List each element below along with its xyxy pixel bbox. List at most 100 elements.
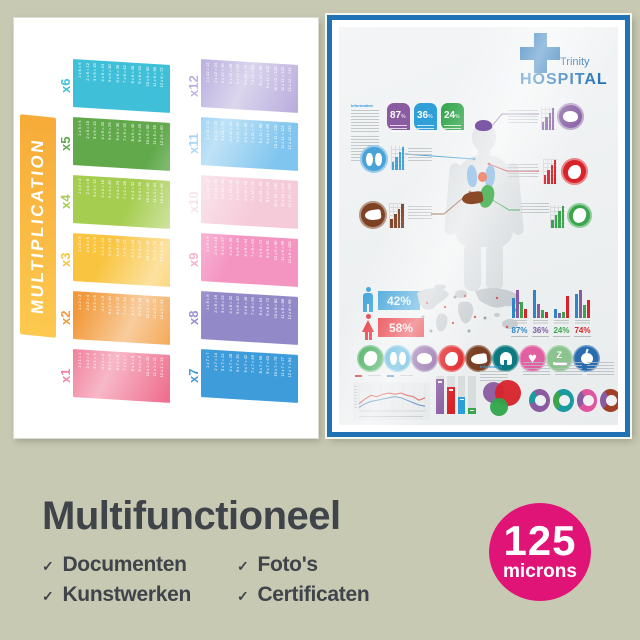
bar-fill — [457, 396, 466, 414]
equation: 12 x 4 = 48 — [159, 183, 165, 204]
lungs-callout-chart — [391, 146, 405, 170]
brain-callout-text — [508, 110, 538, 125]
equation: 5 x 8 = 40 — [235, 296, 241, 315]
donut-charts — [529, 389, 618, 415]
trend-line-chart — [353, 382, 430, 420]
equation: 9 x 7 = 63 — [265, 355, 271, 374]
equation: 10 x 11 = 110 — [272, 124, 278, 149]
equation: 2 x 7 = 14 — [212, 352, 218, 371]
poster-title: MULTIPLICATION — [28, 136, 47, 315]
equation: 6 x 3 = 18 — [114, 238, 120, 257]
equation: 7 x 11 = 77 — [250, 123, 256, 143]
equation: 2 x 5 = 10 — [84, 120, 90, 139]
equation: 3 x 2 = 6 — [92, 295, 98, 311]
equation: 10 x 9 = 90 — [272, 240, 278, 261]
liver-callout-text — [408, 206, 432, 221]
equation: 9 x 2 = 18 — [137, 297, 143, 316]
bar-track — [457, 376, 466, 414]
category-bar-chart — [436, 376, 476, 414]
equation: 9 x 8 = 72 — [265, 297, 271, 316]
stomach-icon — [362, 349, 379, 368]
lungs-icon — [389, 352, 406, 365]
stomach-health-icon — [357, 345, 384, 372]
equation: 7 x 6 = 42 — [122, 65, 128, 84]
placeholder-text — [555, 362, 582, 375]
lungs-callout-icon — [360, 145, 388, 173]
regional-group: 87% — [511, 284, 528, 337]
axis-labels — [354, 386, 357, 410]
equation: 1 x 1 = 1 — [77, 352, 83, 369]
equation: 11 x 2 = 22 — [151, 298, 157, 319]
heart-callout-chart — [543, 159, 557, 184]
equation: 11 x 10 = 110 — [279, 182, 285, 207]
equation: 8 x 12 = 96 — [257, 65, 263, 86]
donut-chart — [529, 389, 550, 412]
regional-bar-groups: 87% 36% 24% 74% — [511, 284, 591, 337]
equation: 5 x 7 = 35 — [235, 354, 241, 373]
equation: 2 x 8 = 16 — [212, 294, 218, 313]
equation: 6 x 6 = 36 — [114, 64, 120, 83]
table-label: x6 — [58, 78, 73, 94]
feature-item: ✓ Kunstwerken — [42, 583, 191, 607]
legend-swatch-blue — [387, 375, 394, 377]
equation: 8 x 6 = 48 — [129, 65, 135, 84]
equation: 6 x 1 = 6 — [114, 354, 120, 371]
thickness-value: 125 — [503, 517, 577, 565]
donut-chart — [552, 389, 574, 412]
page-title: Multifunctioneel — [42, 494, 341, 538]
placeholder-text — [533, 320, 548, 325]
information-label: Information — [480, 364, 502, 369]
equation: 12 x 9 = 108 — [287, 241, 293, 264]
check-icon: ✓ — [42, 557, 54, 574]
hospital-poster: Trinity HOSPITAL Information 87% 36% 24% — [327, 15, 630, 437]
equation: 11 x 1 = 11 — [151, 356, 157, 377]
equation: 10 x 12 = 120 — [272, 66, 278, 92]
equation: 8 x 8 = 64 — [257, 297, 263, 316]
table-label: x11 — [186, 133, 201, 155]
equation: 2 x 6 = 12 — [84, 62, 90, 81]
equation: 9 x 5 = 45 — [137, 123, 143, 142]
liver-callout-icon — [359, 201, 387, 229]
equation: 4 x 10 = 40 — [227, 179, 233, 200]
equation: 7 x 4 = 28 — [122, 181, 128, 200]
equation: 7 x 8 = 56 — [250, 297, 256, 316]
kidney-icon — [445, 351, 458, 366]
equation: 10 x 1 = 10 — [144, 356, 150, 377]
equation: 3 x 11 = 33 — [220, 121, 226, 142]
bubble — [490, 398, 508, 416]
equation: 3 x 12 = 36 — [220, 63, 226, 84]
equation: 8 x 4 = 32 — [129, 181, 135, 200]
feature-column-2: ✓ Foto's ✓ Certificaten — [237, 553, 370, 607]
equation: 6 x 8 = 48 — [242, 296, 248, 315]
regional-label: 24% — [553, 326, 570, 337]
regional-group: 24% — [553, 284, 570, 337]
regional-bars — [533, 284, 548, 318]
bar-fill — [468, 407, 476, 414]
equation: 1 x 3 = 3 — [77, 236, 83, 253]
equation: 1 x 9 = 9 — [205, 236, 211, 253]
placeholder-text — [575, 320, 590, 325]
heart-callout-text — [508, 164, 538, 179]
equation: 4 x 4 = 16 — [99, 179, 105, 198]
table-strip: 1 x 10 = 10 2 x 10 = 20 3 x 10 = 30 4 x 10 … — [201, 175, 298, 229]
lungs-icon — [366, 152, 382, 166]
table-label: x7 — [186, 368, 201, 384]
placeholder-text — [368, 375, 381, 377]
equation: 1 x 10 = 10 — [205, 178, 211, 199]
equation: 2 x 3 = 6 — [84, 236, 90, 253]
equation: 1 x 12 = 12 — [205, 62, 211, 83]
equation: 4 x 1 = 4 — [99, 353, 105, 370]
hospital-poster-content: Trinity HOSPITAL Information 87% 36% 24% — [339, 27, 618, 425]
brain-callout-chart — [541, 107, 555, 130]
equation: 1 x 2 = 2 — [77, 294, 83, 311]
liver-callout-chart — [389, 203, 405, 228]
equation: 12 x 2 = 24 — [159, 299, 165, 320]
equation: 6 x 12 = 72 — [242, 64, 248, 85]
